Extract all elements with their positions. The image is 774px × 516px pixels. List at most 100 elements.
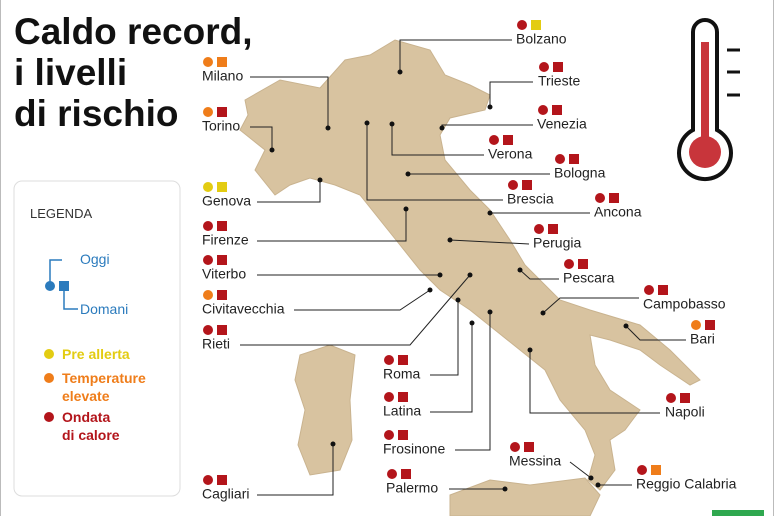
city-name: Brescia <box>507 191 554 207</box>
city-name: Genova <box>202 193 251 209</box>
sicily <box>449 477 601 516</box>
legend-square <box>59 281 69 291</box>
leader-line <box>430 323 473 413</box>
leader-line <box>519 269 559 280</box>
city-name: Ancona <box>594 204 642 220</box>
leader-line <box>569 461 592 479</box>
city-point <box>467 272 473 278</box>
leader-line <box>257 444 334 496</box>
today-level <box>534 224 544 234</box>
tomorrow-level <box>398 392 408 402</box>
city-point <box>487 309 493 315</box>
city-point <box>317 177 323 183</box>
title-line: di rischio <box>14 93 178 134</box>
city-point <box>325 125 331 131</box>
leader-line <box>391 124 484 156</box>
today-level <box>384 392 394 402</box>
city-point <box>469 320 475 326</box>
tomorrow-level <box>217 221 227 231</box>
city-point <box>437 272 443 278</box>
city-point <box>439 125 445 131</box>
today-level <box>203 290 213 300</box>
title-line: Caldo record, <box>14 11 253 52</box>
sardinia <box>294 344 356 476</box>
leader-line <box>257 209 407 242</box>
city-name: Firenze <box>202 232 249 248</box>
tomorrow-level <box>705 320 715 330</box>
legend-label: di calore <box>62 427 120 443</box>
tomorrow-level <box>680 393 690 403</box>
leader-line <box>542 297 639 314</box>
today-level <box>517 20 527 30</box>
city-point <box>527 347 533 353</box>
today-level <box>203 255 213 265</box>
legend-connector <box>49 259 78 310</box>
tomorrow-level <box>398 430 408 440</box>
tomorrow-level <box>651 465 661 475</box>
city-name: Napoli <box>665 404 705 420</box>
map <box>239 39 701 516</box>
leader-line <box>294 289 431 311</box>
city-point <box>403 206 409 212</box>
leader-line <box>529 350 660 414</box>
today-level <box>564 259 574 269</box>
city-point <box>595 482 601 488</box>
leader-line <box>489 81 533 107</box>
city-point <box>330 441 336 447</box>
leader-line <box>449 239 530 245</box>
legend-label: Temperature <box>62 370 146 386</box>
city-name: Campobasso <box>643 296 726 312</box>
city-point <box>397 69 403 75</box>
city-point <box>389 121 395 127</box>
city-name: Roma <box>383 366 421 382</box>
tomorrow-level <box>658 285 668 295</box>
legend-label: Ondata <box>62 409 110 425</box>
tomorrow-level <box>217 107 227 117</box>
tomorrow-level <box>569 154 579 164</box>
city-name: Latina <box>383 403 421 419</box>
legend-title: LEGENDA <box>30 206 92 221</box>
legend-tomorrow: Domani <box>80 301 128 317</box>
leader-line <box>625 325 686 341</box>
city-name: Viterbo <box>202 266 246 282</box>
leader-line <box>250 126 273 150</box>
city-point <box>487 210 493 216</box>
city-name: Palermo <box>386 480 438 496</box>
legend-today: Oggi <box>80 251 110 267</box>
city-point <box>487 104 493 110</box>
today-level <box>203 475 213 485</box>
today-level <box>203 107 213 117</box>
city-name: Frosinone <box>383 441 445 457</box>
city-point <box>405 171 411 177</box>
tomorrow-level <box>217 290 227 300</box>
today-level <box>384 355 394 365</box>
leader-line <box>430 300 459 376</box>
legend-swatch <box>44 349 54 359</box>
city-point <box>427 287 433 293</box>
city-name: Perugia <box>533 235 581 251</box>
city-name: Messina <box>509 453 561 469</box>
today-level <box>539 62 549 72</box>
tomorrow-level <box>398 355 408 365</box>
city-name: Bologna <box>554 165 606 181</box>
leader-line <box>240 274 471 346</box>
tomorrow-level <box>552 105 562 115</box>
city-name: Torino <box>202 118 240 134</box>
city-name: Venezia <box>537 116 587 132</box>
corner-tag <box>712 510 764 516</box>
city-point <box>447 237 453 243</box>
city-name: Pescara <box>563 270 615 286</box>
tomorrow-level <box>217 182 227 192</box>
today-level <box>203 221 213 231</box>
leader-line <box>250 76 329 128</box>
city-name: Bari <box>690 331 715 347</box>
leader-line <box>257 180 321 203</box>
today-level <box>510 442 520 452</box>
city-name: Reggio Calabria <box>636 476 737 492</box>
today-level <box>384 430 394 440</box>
city-name: Rieti <box>202 336 230 352</box>
city-name: Cagliari <box>202 486 249 502</box>
leader-line <box>366 123 503 201</box>
